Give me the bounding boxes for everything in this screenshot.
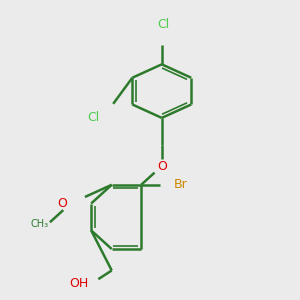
Text: Cl: Cl — [157, 18, 170, 31]
Text: Cl: Cl — [88, 111, 100, 124]
Text: CH₃: CH₃ — [30, 219, 48, 229]
Text: O: O — [157, 160, 167, 172]
Text: O: O — [58, 197, 68, 210]
Text: OH: OH — [69, 277, 88, 290]
Text: Br: Br — [174, 178, 187, 191]
